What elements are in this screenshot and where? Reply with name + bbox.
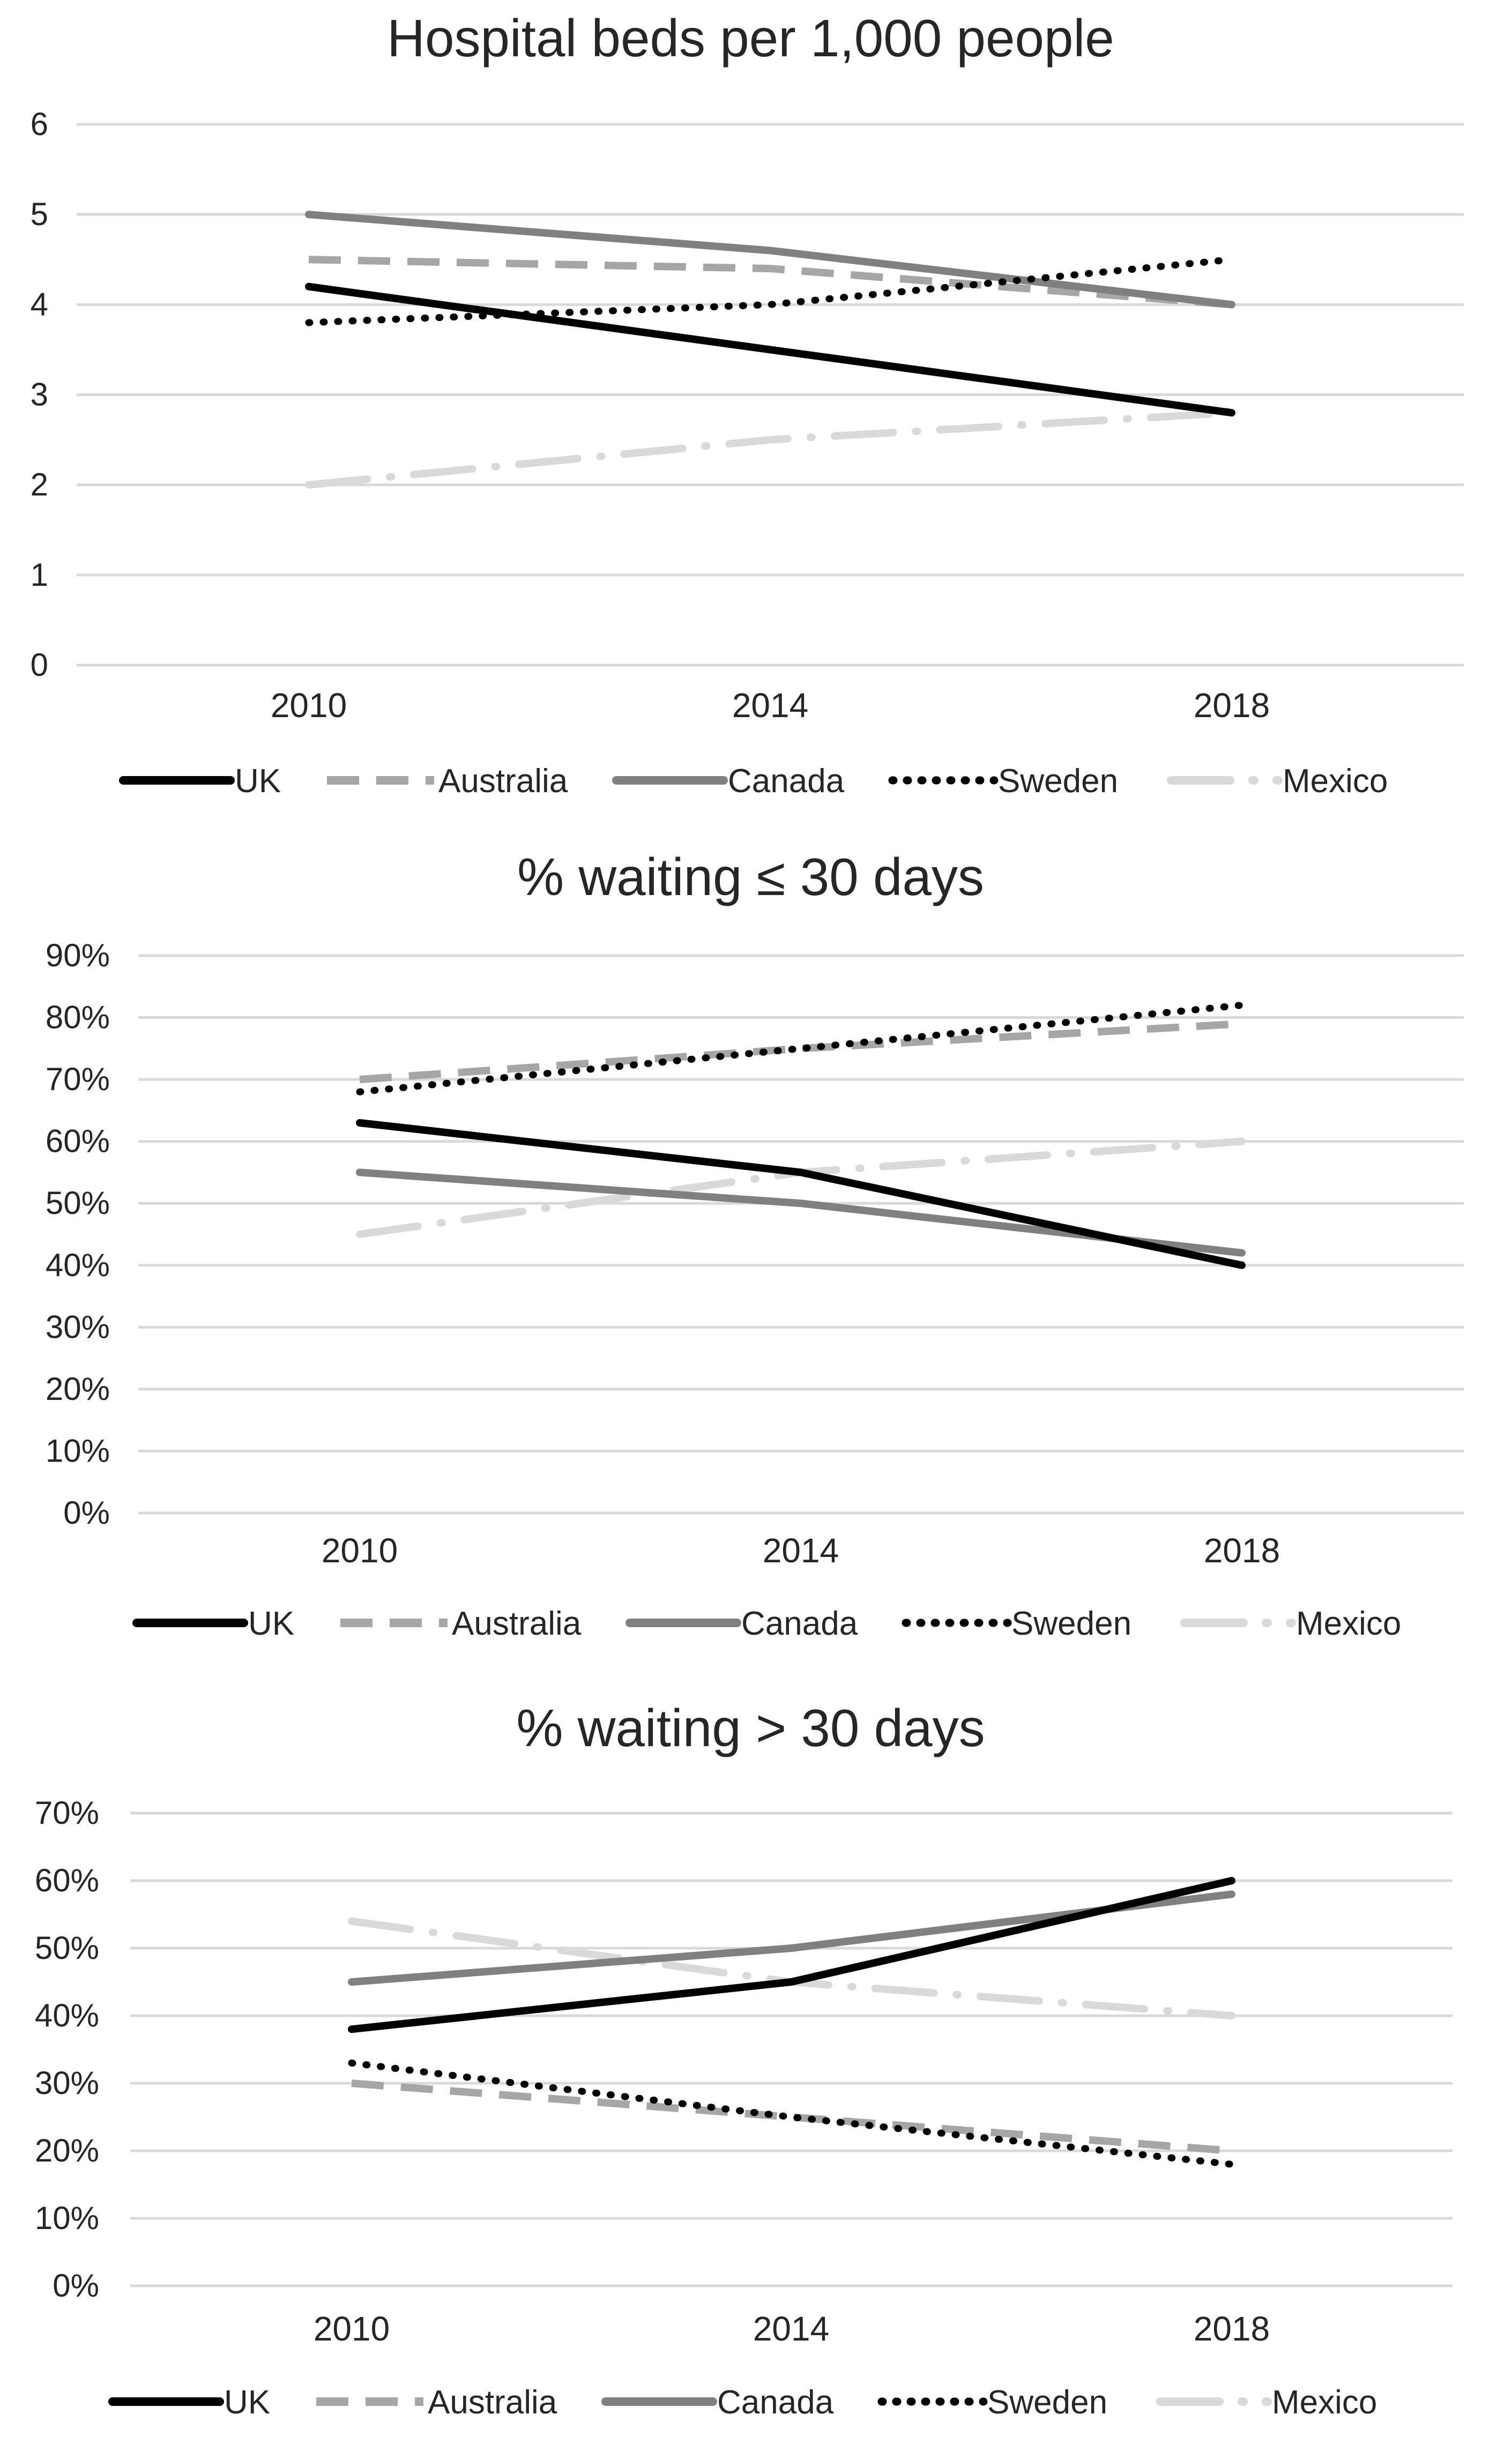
legend-label-mexico: Mexico bbox=[1296, 1605, 1401, 1642]
legend-label-mexico: Mexico bbox=[1272, 2384, 1377, 2421]
chart-title: Hospital beds per 1,000 people bbox=[387, 9, 1114, 68]
y-tick-label: 30% bbox=[46, 1309, 110, 1345]
y-tick-label: 10% bbox=[35, 2200, 99, 2236]
x-tick-label: 2014 bbox=[763, 1531, 839, 1570]
chart-1: Hospital beds per 1,000 people 0 1 2 3 4 5 6 201… bbox=[31, 9, 1464, 800]
legend-label-mexico: Mexico bbox=[1283, 763, 1388, 800]
legend: UK Australia Canada Sweden Mexico bbox=[132, 1605, 1401, 1642]
legend: UK Australia Canada Sweden Mexico bbox=[119, 763, 1388, 800]
legend-label-canada: Canada bbox=[728, 763, 845, 800]
legend-label-sweden: Sweden bbox=[987, 2384, 1107, 2421]
legend-label-australia: Australia bbox=[428, 2384, 557, 2421]
y-tick-label: 70% bbox=[46, 1061, 110, 1097]
y-tick-label: 1 bbox=[31, 557, 48, 593]
y-tick-label: 60% bbox=[46, 1123, 110, 1159]
legend-label-australia: Australia bbox=[438, 763, 568, 800]
y-tick-label: 80% bbox=[46, 1000, 110, 1035]
y-tick-label: 40% bbox=[35, 1998, 99, 2033]
y-tick-label: 4 bbox=[31, 286, 48, 322]
y-tick-label: 60% bbox=[35, 1862, 99, 1898]
series-line-mexico bbox=[305, 409, 1235, 489]
legend-label-uk: UK bbox=[224, 2384, 270, 2421]
y-tick-label: 0% bbox=[53, 2268, 99, 2304]
y-tick-label: 0 bbox=[31, 647, 48, 683]
series-line-mexico bbox=[356, 1137, 1246, 1238]
x-tick-label: 2010 bbox=[271, 686, 347, 725]
series-line-uk bbox=[348, 1877, 1235, 2033]
x-tick-label: 2018 bbox=[1194, 686, 1270, 725]
series-line-uk bbox=[305, 282, 1235, 417]
y-tick-label: 20% bbox=[46, 1371, 110, 1407]
legend-label-sweden: Sweden bbox=[1011, 1605, 1131, 1642]
series-line-uk bbox=[356, 1119, 1246, 1269]
chart-title: % waiting > 30 days bbox=[516, 1698, 985, 1757]
y-tick-label: 70% bbox=[35, 1795, 99, 1831]
y-tick-label: 90% bbox=[46, 937, 110, 973]
series-line-canada bbox=[305, 211, 1235, 309]
y-tick-label: 50% bbox=[46, 1185, 110, 1221]
series-line-sweden bbox=[348, 2059, 1235, 2168]
legend-label-sweden: Sweden bbox=[998, 763, 1118, 800]
series-line-sweden bbox=[305, 256, 1235, 326]
y-tick-label: 10% bbox=[46, 1433, 110, 1469]
series-line-australia bbox=[359, 1020, 1242, 1084]
x-tick-label: 2010 bbox=[322, 1531, 398, 1570]
legend-label-australia: Australia bbox=[452, 1605, 582, 1642]
series-line-australia bbox=[308, 256, 1232, 309]
x-tick-label: 2018 bbox=[1204, 1531, 1280, 1570]
chart-2: % waiting ≤ 30 days 0% 10% 20% 30% 40% 50% 60% 7… bbox=[46, 847, 1464, 1642]
legend-label-uk: UK bbox=[248, 1605, 294, 1642]
y-tick-label: 40% bbox=[46, 1247, 110, 1283]
x-tick-label: 2014 bbox=[753, 2309, 829, 2348]
y-tick-label: 50% bbox=[35, 1930, 99, 1966]
x-tick-label: 2010 bbox=[314, 2309, 390, 2348]
legend-label-canada: Canada bbox=[717, 2384, 834, 2421]
y-tick-label: 0% bbox=[63, 1495, 110, 1531]
x-tick-label: 2018 bbox=[1194, 2309, 1270, 2348]
series-line-australia bbox=[351, 2080, 1232, 2155]
y-tick-label: 20% bbox=[35, 2133, 99, 2168]
chart-title: % waiting ≤ 30 days bbox=[517, 847, 984, 906]
y-tick-label: 6 bbox=[31, 106, 48, 142]
y-tick-label: 30% bbox=[35, 2065, 99, 2101]
series-line-sweden bbox=[356, 1001, 1246, 1095]
legend-label-canada: Canada bbox=[741, 1605, 858, 1642]
y-tick-label: 3 bbox=[31, 377, 48, 413]
legend: UK Australia Canada Sweden Mexico bbox=[108, 2384, 1377, 2421]
legend-label-uk: UK bbox=[235, 763, 281, 800]
y-tick-label: 5 bbox=[31, 196, 48, 232]
x-tick-label: 2014 bbox=[732, 686, 808, 725]
y-tick-label: 2 bbox=[31, 467, 48, 503]
chart-3: % waiting > 30 days 0% 10% 20% 30% 40% 50% 60% 7… bbox=[35, 1698, 1453, 2421]
